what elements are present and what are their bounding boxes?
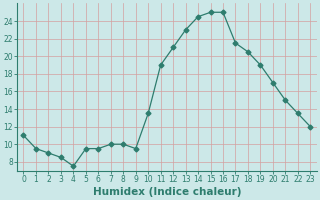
X-axis label: Humidex (Indice chaleur): Humidex (Indice chaleur) xyxy=(93,187,241,197)
